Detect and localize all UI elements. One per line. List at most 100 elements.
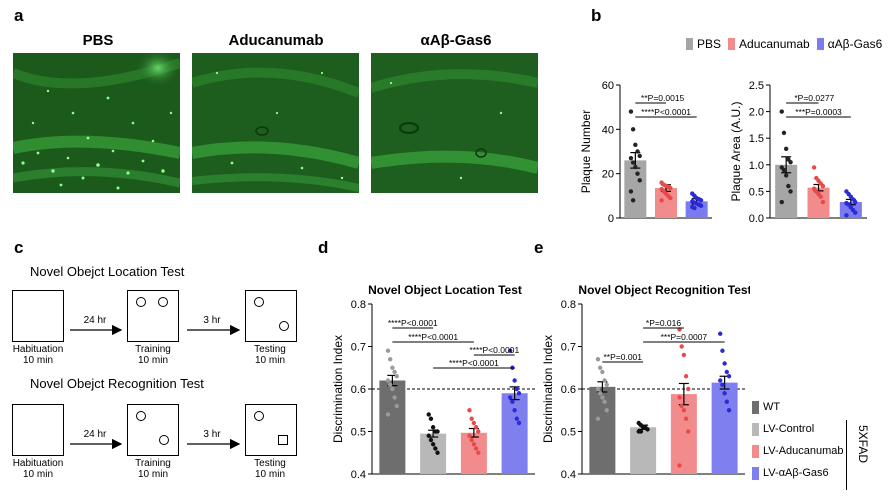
- legend-swatch-pbs: [686, 38, 693, 50]
- group-bracket: [846, 420, 847, 490]
- micrograph-title-gas6: αAβ-Gas6: [420, 32, 492, 49]
- object-circle: [136, 411, 146, 421]
- legend-swatch-lv-gas6: [752, 466, 759, 480]
- y-axis-label: Discrimination Index: [331, 335, 345, 443]
- data-point: [385, 412, 391, 417]
- legend-swatch-aducanumab: [728, 38, 736, 50]
- data-point: [600, 395, 605, 400]
- data-point: [516, 391, 522, 396]
- data-point: [786, 183, 791, 189]
- data-point: [677, 463, 682, 468]
- panel-label-a: a: [14, 6, 24, 25]
- significance-label: ***P=0.0007: [661, 332, 708, 342]
- data-point: [390, 365, 395, 370]
- nol-protocol-title: Novel Obejct Location Test: [30, 264, 185, 279]
- chart-title: Novel Object Location Test: [368, 283, 522, 297]
- data-point: [508, 348, 513, 353]
- data-point: [635, 171, 640, 176]
- bar-1: [420, 433, 447, 474]
- data-point: [820, 199, 826, 205]
- y-tick-label: 0.7: [351, 342, 366, 354]
- legend-item-lv-gas6: LV-αAβ-Gas6: [752, 462, 844, 484]
- data-point: [659, 198, 664, 203]
- data-point: [387, 382, 393, 387]
- data-point: [681, 352, 687, 358]
- y-tick-label: 0.6: [351, 384, 366, 396]
- bar-2: [670, 394, 697, 474]
- data-point: [637, 153, 642, 159]
- y-tick-label: 0.5: [749, 186, 764, 198]
- panel-label-e: e: [534, 238, 544, 257]
- data-point: [635, 149, 640, 154]
- data-point: [677, 395, 682, 400]
- data-point: [385, 348, 391, 353]
- data-point: [508, 395, 513, 400]
- data-point: [681, 408, 687, 413]
- data-point: [512, 408, 517, 413]
- data-point: [811, 165, 817, 170]
- significance-label: **P=0.001: [603, 352, 642, 362]
- panel-label-d: d: [318, 238, 329, 257]
- data-point: [637, 178, 642, 183]
- bar-1: [807, 187, 830, 218]
- panel-label-b: b: [591, 6, 602, 25]
- micrograph-gas6: [371, 53, 538, 193]
- habituation-arena-2: [12, 404, 64, 456]
- legend-swatch-wt: [752, 400, 759, 414]
- protocol-arrows: [70, 324, 241, 450]
- data-point: [435, 429, 440, 434]
- training-arena-2: [127, 404, 179, 456]
- data-point: [473, 446, 479, 451]
- object-circle: [254, 297, 264, 307]
- object-circle: [254, 411, 264, 421]
- data-point: [604, 408, 609, 413]
- data-point: [692, 205, 697, 211]
- significance-label: ****P<0.0001: [641, 107, 691, 117]
- testing-arena-1: [245, 290, 297, 342]
- legend-b: PBS Aducanumab αAβ-Gas6: [686, 37, 882, 51]
- data-point: [602, 378, 607, 383]
- chart-plaque-number: 0 20 40 60 Plaque Number **P=0.0015 ****P<0.00…: [579, 80, 712, 225]
- data-point: [779, 109, 784, 114]
- arrow-label-24hr-1: 24 hr: [83, 315, 107, 326]
- y-tick-label: 0.0: [749, 213, 764, 225]
- data-point: [467, 433, 472, 438]
- legend-label-pbs: PBS: [697, 37, 722, 51]
- data-point: [471, 420, 477, 426]
- data-point: [633, 142, 638, 148]
- y-tick-label: 0.7: [561, 342, 576, 354]
- bar-3: [501, 393, 528, 474]
- data-point: [426, 412, 431, 417]
- y-axis-label: Plaque Area (A.U.): [729, 101, 743, 201]
- y-tick-label: 0.8: [561, 299, 576, 311]
- data-point: [722, 391, 727, 396]
- data-point: [630, 127, 636, 132]
- data-point: [516, 420, 522, 426]
- data-point: [471, 442, 477, 447]
- data-point: [683, 374, 689, 379]
- testing-label-1: Testing 10 min: [254, 344, 286, 366]
- data-point: [469, 416, 474, 421]
- y-tick-label: 0.5: [351, 427, 366, 439]
- data-point: [820, 183, 826, 189]
- data-point: [387, 357, 393, 362]
- habituation-label-2: Habituation 10 min: [12, 458, 64, 480]
- bar-1: [655, 188, 677, 218]
- data-point: [476, 429, 481, 434]
- data-point: [430, 442, 436, 447]
- data-point: [602, 399, 607, 404]
- micrograph-title-aducanumab: Aducanumab: [228, 32, 324, 49]
- y-tick-label: 20: [602, 169, 614, 181]
- bar-2: [460, 432, 487, 474]
- bar-1: [630, 427, 657, 474]
- data-point: [788, 159, 793, 165]
- data-point: [428, 437, 434, 443]
- data-point: [433, 446, 438, 451]
- training-label-1: Training 10 min: [135, 344, 171, 366]
- legend-label-aducanumab: Aducanumab: [739, 37, 810, 51]
- data-point: [628, 189, 634, 194]
- data-point: [473, 425, 479, 430]
- legend-swatch-lv-control: [752, 422, 759, 436]
- chart-plaque-area: 0.0 0.5 1.0 1.5 2.0 2.5 Plaque Area (A.U.) *P=0…: [729, 80, 867, 225]
- data-point: [853, 210, 858, 215]
